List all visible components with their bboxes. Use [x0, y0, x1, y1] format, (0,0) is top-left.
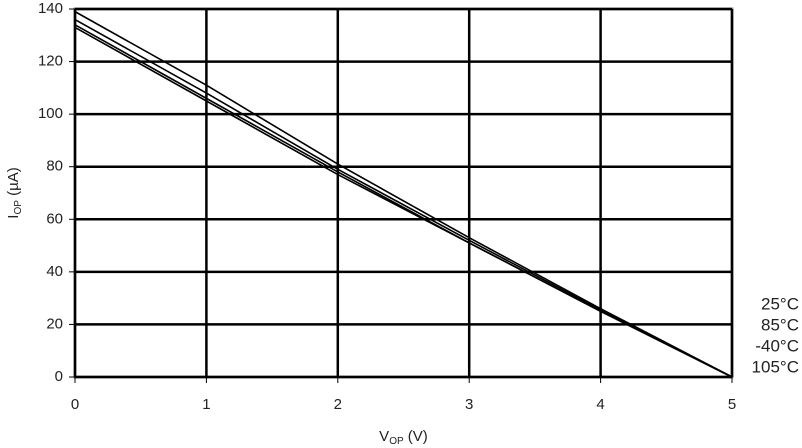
legend-label: 85°C — [761, 315, 799, 334]
y-tick-label: 0 — [55, 368, 63, 385]
series-line — [74, 18, 733, 378]
y-axis-label: IOP (µA) — [5, 167, 24, 218]
y-tick-label: 60 — [46, 210, 63, 227]
y-axis-label-part: OP — [13, 200, 24, 215]
legend-label: -40°C — [755, 336, 799, 355]
legend-label: 25°C — [761, 294, 799, 313]
x-tick-label: 3 — [465, 396, 473, 413]
x-axis-label-part: (V) — [404, 428, 428, 445]
y-tick-label: 20 — [46, 315, 63, 332]
y-tick-label: 100 — [38, 105, 63, 122]
x-tick-label: 5 — [728, 396, 736, 413]
x-tick-label: 0 — [71, 396, 79, 413]
series-line — [74, 26, 733, 378]
x-tick-label: 4 — [596, 396, 604, 413]
x-axis-label-part: V — [379, 428, 389, 445]
x-axis-label: VOP (V) — [379, 428, 428, 447]
legend-label: 105°C — [752, 357, 799, 376]
y-axis-label-part: I — [5, 215, 22, 219]
y-tick-label: 120 — [38, 53, 63, 70]
y-axis-label-part: (µA) — [5, 167, 22, 200]
y-tick-label: 140 — [38, 0, 63, 17]
x-tick-label: 1 — [202, 396, 210, 413]
y-tick-label: 80 — [46, 158, 63, 175]
x-tick-label: 2 — [334, 396, 342, 413]
plot-frame — [73, 7, 734, 379]
series-line — [74, 10, 733, 378]
y-tick-label: 40 — [46, 263, 63, 280]
x-axis-label-part: OP — [389, 436, 404, 447]
